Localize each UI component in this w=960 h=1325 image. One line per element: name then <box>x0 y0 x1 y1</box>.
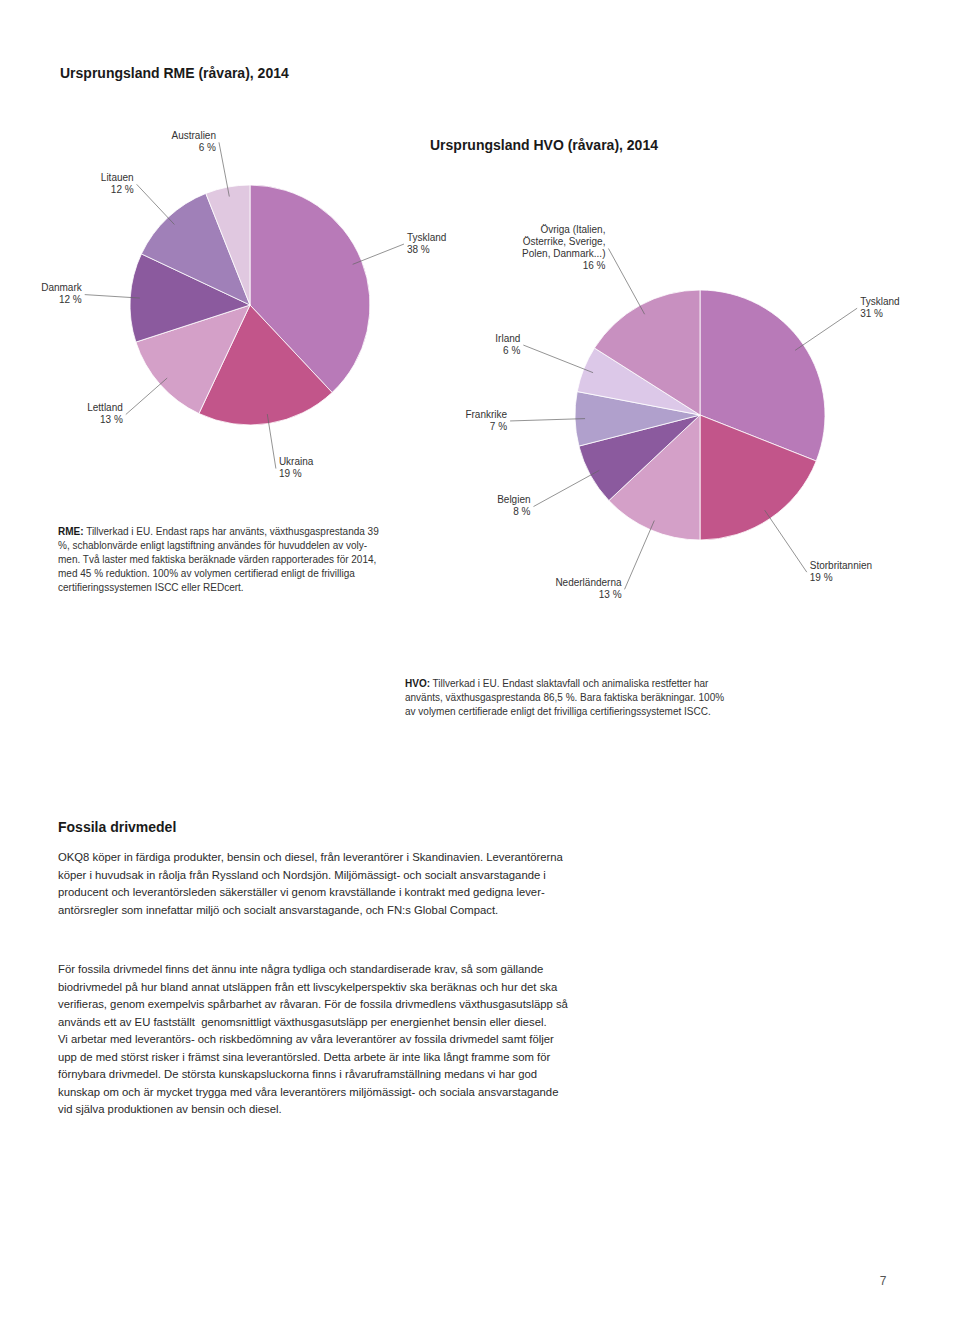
section-paragraph: upp de med störst risker i främst sina l… <box>58 1051 550 1063</box>
slice-label-line: Irland <box>495 333 520 344</box>
leader-line <box>85 295 140 298</box>
footnote-text: men. Två laster med faktiska beräknade v… <box>58 554 376 565</box>
page: Ursprungsland RME (råvara), 2014 Tyskland… <box>0 0 960 1325</box>
slice-label-line: 16 % <box>583 260 606 271</box>
slice-label-line: Tyskland <box>860 296 899 307</box>
slice-label: Belgien8 % <box>497 494 530 517</box>
footnote-text: med 45 % reduktion. 100% av volymen cert… <box>58 568 355 579</box>
slice-label-line: Danmark <box>41 282 83 293</box>
slice-label-line: Australien <box>172 130 216 141</box>
section-paragraph: används ett av EU fastställt genomsnittl… <box>58 1016 547 1028</box>
pie-slice <box>700 415 816 540</box>
slices <box>130 185 370 425</box>
slice-label-line: Övriga (Italien, <box>540 224 605 235</box>
section-paragraph: biodrivmedel på hur bland annat utsläppe… <box>58 981 558 993</box>
footnote: HVO: Tillverkad i EU. Endast slaktavfall… <box>405 678 724 717</box>
section-paragraph: Vi arbetar med leverantörs- och riskbedö… <box>58 1033 554 1045</box>
leader-line <box>137 184 175 224</box>
slice-label-line: 13 % <box>599 589 622 600</box>
slice-label: Danmark12 % <box>41 282 83 305</box>
leader-line <box>510 419 585 421</box>
slice-label-line: Österrike, Sverige, <box>523 236 606 247</box>
leader-line <box>353 244 404 264</box>
slice-label: Övriga (Italien,Österrike, Sverige,Polen… <box>522 224 605 271</box>
pie-slice <box>206 185 250 305</box>
leader-line <box>608 249 644 315</box>
slice-label-line: 19 % <box>279 468 302 479</box>
section-paragraph: OKQ8 köper in färdiga produkter, bensin … <box>58 851 564 863</box>
chart-title: Ursprungsland HVO (råvara), 2014 <box>430 137 658 153</box>
section-paragraph: köper i huvudsak in råolja från Ryssland… <box>58 869 546 881</box>
leader-line <box>534 470 600 506</box>
section-paragraph: kunskap om och är mycket trygga med våra… <box>58 1086 558 1098</box>
slice-label-line: 31 % <box>860 308 883 319</box>
slice-label-line: Polen, Danmark...) <box>522 248 605 259</box>
slice-label: Storbritannien19 % <box>810 560 872 583</box>
leader-line <box>795 308 857 350</box>
slice-labels: Tyskland38 % Ukraina19 % Lettland13 % Danma… <box>41 130 446 479</box>
section-paragraph: verifieras, genom exempelvis spårbarhet … <box>58 998 569 1010</box>
slice-label-line: 38 % <box>407 244 430 255</box>
footnote-text: Tillverkad i EU. Endast raps har använts… <box>84 526 380 537</box>
slice-labels: Tyskland31 % Storbritannien19 % Nederlände… <box>465 224 899 600</box>
slice-label: Nederländerna13 % <box>555 577 622 600</box>
section: Fossila drivmedel OKQ8 köper in färdiga p… <box>58 819 569 1115</box>
slice-label: Tyskland38 % <box>407 232 446 255</box>
slice-label-line: 6 % <box>503 345 520 356</box>
slice-label-line: 19 % <box>810 572 833 583</box>
leader-line <box>765 510 807 572</box>
slice-label: Irland6 % <box>495 333 520 356</box>
footnote-lead: RME: <box>58 526 84 537</box>
slice-label-line: Nederländerna <box>555 577 622 588</box>
leader-line <box>219 142 229 196</box>
footnote: RME: Tillverkad i EU. Endast raps har an… <box>58 526 379 593</box>
slices <box>575 290 825 540</box>
footnote-text: använts, växthusgasprestanda 86,5 %. Bar… <box>405 692 724 703</box>
page-number: 7 <box>880 1274 887 1288</box>
slice-label-line: 12 % <box>111 184 134 195</box>
section-title: Fossila drivmedel <box>58 819 176 835</box>
slice-label-line: 8 % <box>513 506 530 517</box>
pie-chart: Ursprungsland RME (råvara), 2014 Tyskland… <box>41 65 446 593</box>
slice-label-line: 7 % <box>490 421 507 432</box>
slice-label: Australien6 % <box>172 130 217 153</box>
section-paragraph: producent och leverantörsleden säkerstäl… <box>58 886 545 898</box>
leader-line <box>523 345 593 373</box>
footnote-text: Tillverkad i EU. Endast slaktavfall och … <box>430 678 709 689</box>
slice-label: Litauen12 % <box>101 172 134 195</box>
slice-label-line: Belgien <box>497 494 530 505</box>
slice-label: Ukraina19 % <box>279 456 314 479</box>
footnote-text: av volymen certifierade enligt det frivi… <box>405 706 711 717</box>
pie-chart: Ursprungsland HVO (råvara), 2014 Tyskland… <box>405 137 900 717</box>
slice-label: Frankrike7 % <box>465 409 507 432</box>
pie-slice <box>594 290 700 415</box>
slice-label-line: Frankrike <box>465 409 507 420</box>
slice-label-line: 12 % <box>59 294 82 305</box>
slice-label-line: Tyskland <box>407 232 446 243</box>
leader-line <box>625 521 655 590</box>
slice-label: Tyskland31 % <box>860 296 899 319</box>
slice-label-line: Lettland <box>87 402 123 413</box>
footnote-lead: HVO: <box>405 678 430 689</box>
slice-label-line: Ukraina <box>279 456 314 467</box>
slice-label: Lettland13 % <box>87 402 123 425</box>
chart-title: Ursprungsland RME (råvara), 2014 <box>60 65 289 81</box>
footnote-text: certifieringssystemen ISCC eller REDcert… <box>58 582 244 593</box>
section-paragraph: förnybara drivmedel. De största kunskaps… <box>58 1068 537 1080</box>
leader-line <box>126 378 167 415</box>
section-paragraph: vid själva produktionen av bensin och di… <box>58 1103 282 1115</box>
slice-label-line: 13 % <box>100 414 123 425</box>
leader-line <box>267 414 276 469</box>
slice-label-line: Storbritannien <box>810 560 872 571</box>
section-paragraph: För fossila drivmedel finns det ännu int… <box>58 963 543 975</box>
slice-label-line: 6 % <box>199 142 216 153</box>
slice-label-line: Litauen <box>101 172 134 183</box>
footnote-text: %, schablonvärde enligt lagstiftning anv… <box>58 540 367 551</box>
section-paragraph: antörsregler som innefattar miljö och so… <box>58 904 498 916</box>
